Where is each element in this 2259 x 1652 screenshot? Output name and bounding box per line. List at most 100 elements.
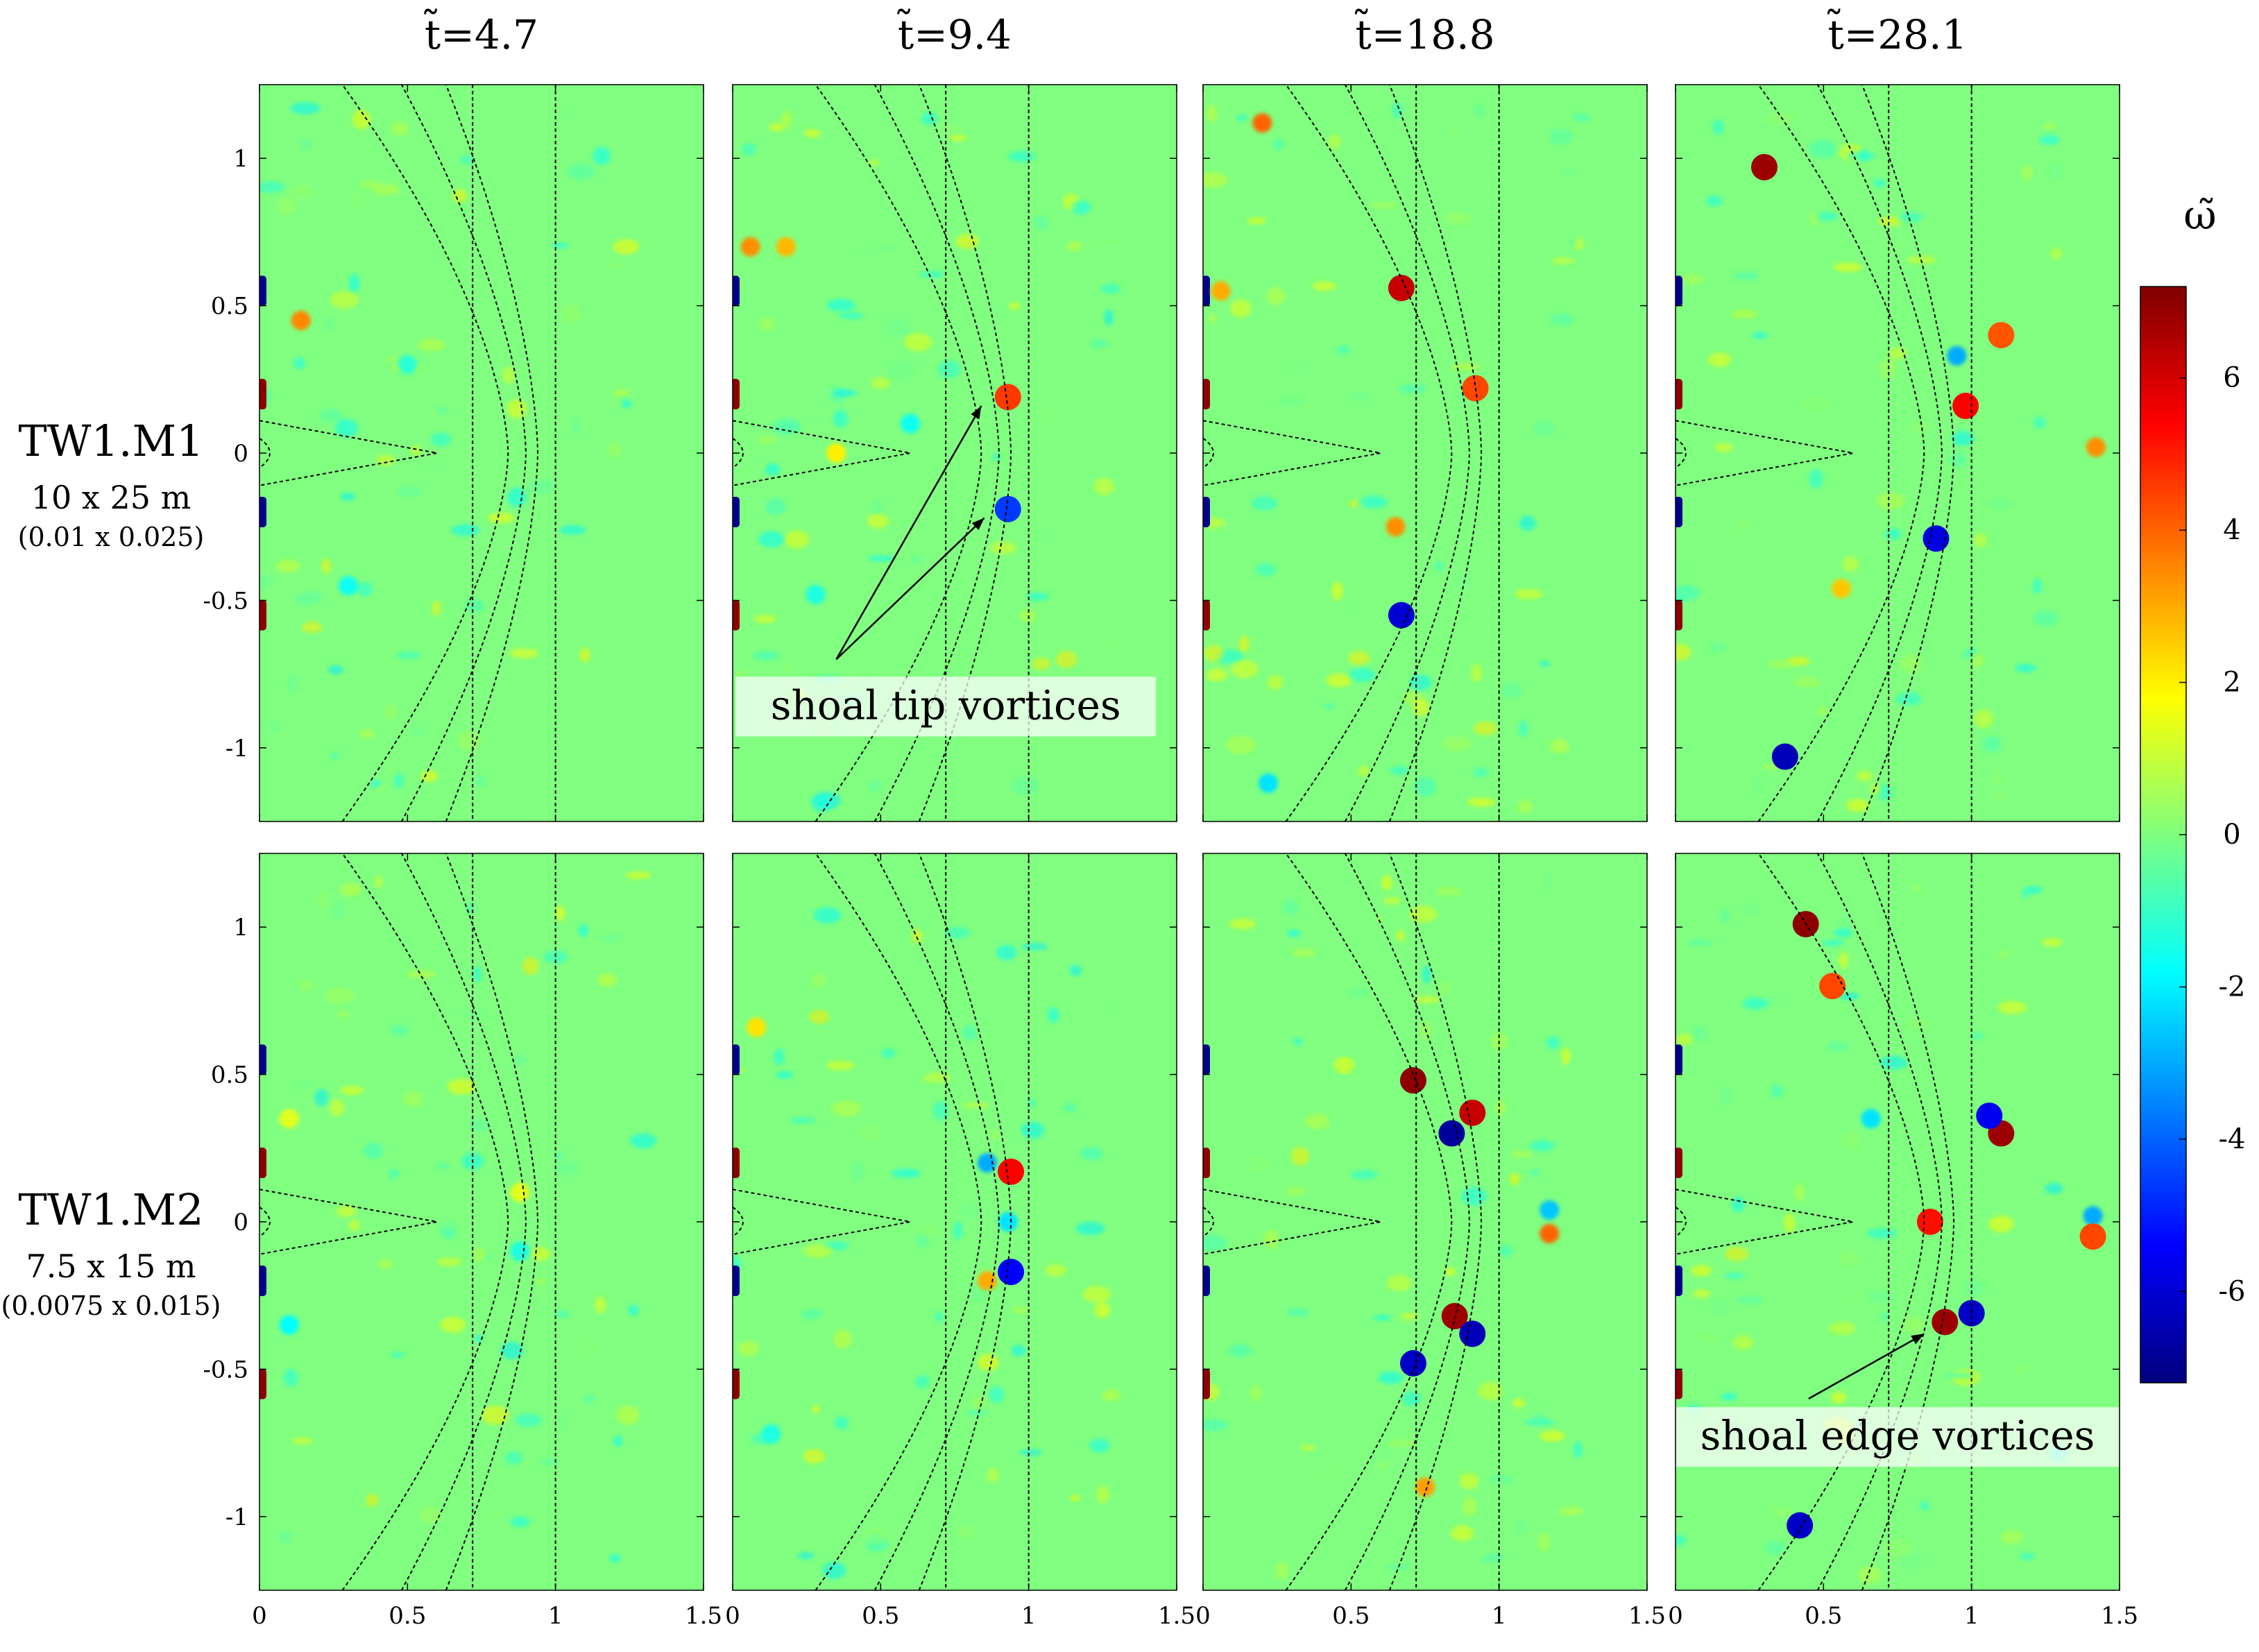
vortex [998, 1212, 1018, 1232]
shoal-inner-loop [733, 437, 744, 469]
vorticity-streak [1451, 362, 1481, 371]
vorticity-streak [1907, 1019, 1931, 1029]
vorticity-streak [336, 1010, 349, 1019]
shoal-outline [1203, 1189, 1381, 1255]
vorticity-streak [811, 1405, 821, 1413]
vorticity-streak [887, 360, 915, 380]
vorticity-streak [2020, 1553, 2036, 1560]
vortex [1831, 579, 1851, 599]
vorticity-streak [1518, 720, 1528, 738]
vorticity-streak [1483, 1553, 1504, 1563]
vortex [740, 237, 760, 257]
boundary-vortex [259, 1044, 266, 1075]
vorticity-streak [1549, 739, 1569, 753]
vorticity-streak [1767, 659, 1795, 669]
vorticity-streak [371, 184, 400, 196]
vorticity-streak [1876, 493, 1905, 509]
vortex [1252, 113, 1272, 133]
vorticity-streak [1462, 1497, 1477, 1516]
vorticity-streak [1030, 527, 1059, 544]
shoal-outline [733, 420, 911, 486]
row-nondim: (0.01 x 0.025) [18, 522, 205, 552]
vorticity-streak [2041, 937, 2063, 947]
vorticity-streak [323, 317, 336, 331]
vorticity-streak [1229, 1344, 1252, 1358]
vorticity-streak [321, 559, 332, 574]
vortex [1415, 1477, 1435, 1497]
vorticity-streak [2015, 663, 2036, 673]
vorticity-streak [971, 1395, 987, 1408]
vortex [1958, 1300, 1985, 1327]
vorticity-streak [1881, 1312, 1890, 1321]
vorticity-streak [1692, 1289, 1711, 1298]
vorticity-streak [2045, 1182, 2064, 1195]
vorticity-streak [1970, 1031, 1984, 1040]
vorticity-streak [329, 1099, 345, 1116]
vorticity-streak [738, 1340, 759, 1356]
vorticity-streak [1011, 1344, 1027, 1356]
vorticity-streak [830, 1100, 862, 1117]
shoal-inner-loop [259, 1206, 271, 1238]
vorticity-streak [1877, 784, 1893, 801]
vorticity-streak [377, 1259, 394, 1269]
vorticity-streak [868, 159, 880, 166]
vorticity-streak [991, 453, 1002, 461]
vorticity-streak [579, 647, 591, 663]
depth-contour [1285, 85, 1453, 821]
vorticity-streak [1070, 1495, 1080, 1502]
depth-contour [341, 85, 509, 821]
vorticity-streak [1515, 1520, 1526, 1534]
vorticity-streak [1753, 775, 1762, 795]
vorticity-streak [803, 129, 821, 138]
vorticity-streak [350, 191, 366, 209]
vorticity-streak [784, 664, 794, 673]
vorticity-streak [459, 155, 475, 164]
vorticity-streak [1873, 178, 1886, 188]
vorticity-streak [867, 513, 889, 529]
boundary-vortex [1203, 1265, 1210, 1296]
vorticity-streak [325, 987, 355, 1003]
vorticity-streak [891, 1168, 921, 1178]
vorticity-streak [1378, 1371, 1404, 1384]
vortex [507, 487, 527, 507]
panel-background [1676, 853, 2120, 1590]
vorticity-streak [290, 102, 321, 114]
vortex [761, 1424, 781, 1444]
vorticity-streak [555, 1159, 579, 1177]
vortex [1923, 525, 1950, 552]
x-tick-label: 0 [252, 1602, 267, 1630]
vorticity-streak [1348, 651, 1370, 665]
vorticity-streak [1549, 1324, 1562, 1331]
vorticity-streak [1449, 128, 1459, 137]
vorticity-streak [1286, 929, 1301, 937]
vorticity-streak [466, 901, 476, 915]
vorticity-streak [1725, 1246, 1749, 1261]
vorticity-streak [822, 1561, 846, 1579]
vorticity-streak [1304, 1114, 1331, 1130]
vorticity-streak [1300, 1445, 1315, 1451]
row-label: TW1.M2 [18, 1184, 203, 1235]
vorticity-streak [1266, 287, 1286, 305]
x-tick-label: 0.5 [862, 1602, 899, 1630]
vorticity-streak [1528, 1168, 1541, 1177]
vorticity-streak [1762, 763, 1779, 770]
vorticity-streak [1572, 113, 1590, 121]
vorticity-streak [390, 1024, 408, 1036]
vorticity-streak [752, 651, 780, 660]
vorticity-streak [1028, 1098, 1037, 1108]
vorticity-streak [987, 1468, 1000, 1483]
vorticity-streak [1348, 667, 1376, 683]
x-tick-label: 1 [1492, 1602, 1507, 1630]
vorticity-streak [1997, 950, 2011, 959]
y-tick-label: -0.5 [203, 587, 248, 615]
vorticity-streak [302, 541, 325, 550]
vorticity-streak [289, 183, 314, 199]
vorticity-streak [330, 751, 339, 760]
vorticity-streak [1540, 661, 1551, 667]
vorticity-streak [1858, 1565, 1882, 1584]
boundary-vortex [1676, 599, 1682, 631]
panel-r0-c2 [1202, 84, 1648, 822]
vorticity-streak [1275, 1562, 1290, 1579]
vorticity-streak [330, 291, 359, 309]
vorticity-streak [1839, 992, 1859, 1000]
